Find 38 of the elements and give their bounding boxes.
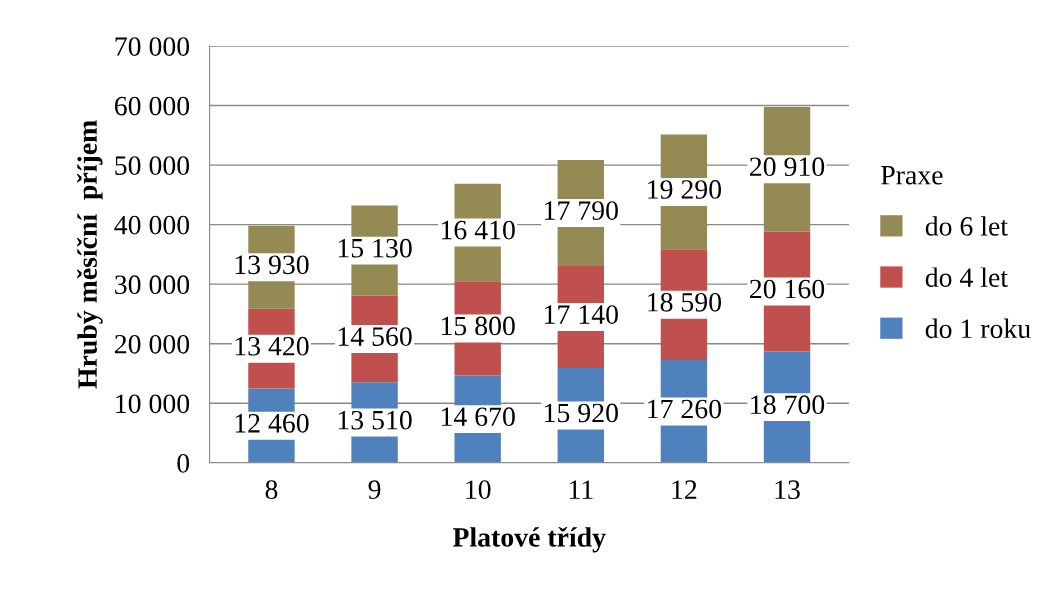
x-axis-title: Platové třídy: [452, 526, 606, 553]
y-axis-title: Hrubý měsíční příjem: [77, 120, 103, 389]
data-label: 17 140: [545, 305, 618, 324]
data-label: 17 790: [545, 201, 618, 220]
y-tick-label: 10 000: [116, 394, 190, 414]
y-tick-label: 0: [177, 453, 190, 473]
x-tick-label: 13: [775, 480, 800, 500]
y-tick-label: 70 000: [115, 37, 190, 56]
data-label: 18 590: [648, 292, 722, 312]
y-tick-label: 60 000: [114, 96, 190, 116]
y-tick-label: 20 000: [114, 334, 190, 354]
data-label: 20 910: [750, 157, 825, 177]
y-tick-label: 40 000: [114, 215, 190, 235]
data-label: 12 460: [235, 413, 309, 433]
data-label: 13 930: [235, 255, 309, 275]
x-tick-label: 8: [265, 480, 278, 500]
legend-label: do 4 let: [925, 267, 1008, 287]
legend-label: do 1 roku: [925, 318, 1031, 339]
data-label: 13 420: [235, 336, 309, 356]
data-label: 20 160: [750, 279, 825, 299]
x-tick-label: 9: [368, 480, 381, 500]
y-tick-label: 30 000: [115, 275, 190, 295]
x-tick-label: 12: [672, 480, 697, 499]
data-label: 17 260: [648, 399, 722, 419]
data-label: 15 130: [338, 238, 412, 258]
data-label: 14 670: [441, 407, 515, 427]
data-label: 13 510: [338, 410, 412, 430]
y-tick-label: 50 000: [115, 156, 190, 175]
data-label: 18 700: [751, 395, 825, 415]
data-label: 16 410: [441, 220, 515, 240]
legend-label: do 6 let: [925, 216, 1008, 236]
data-label: 15 920: [545, 403, 618, 423]
data-label: 14 560: [338, 327, 412, 346]
x-tick-label: 10: [466, 480, 491, 500]
data-label: 19 290: [648, 180, 722, 199]
x-tick-label: 11: [569, 480, 593, 499]
legend-title: Praxe: [881, 166, 943, 185]
data-label: 15 800: [441, 316, 515, 336]
